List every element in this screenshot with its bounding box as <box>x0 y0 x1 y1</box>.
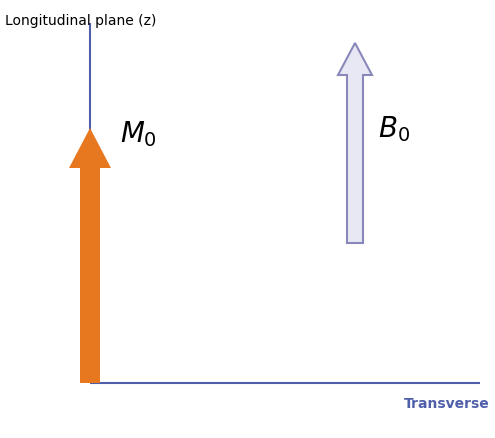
FancyArrow shape <box>338 44 372 244</box>
Text: $M_0$: $M_0$ <box>120 119 157 148</box>
Text: $B_0$: $B_0$ <box>378 114 410 144</box>
Text: Transverse: Transverse <box>404 396 490 410</box>
Text: Longitudinal plane (z): Longitudinal plane (z) <box>5 14 156 28</box>
FancyArrow shape <box>69 129 111 383</box>
